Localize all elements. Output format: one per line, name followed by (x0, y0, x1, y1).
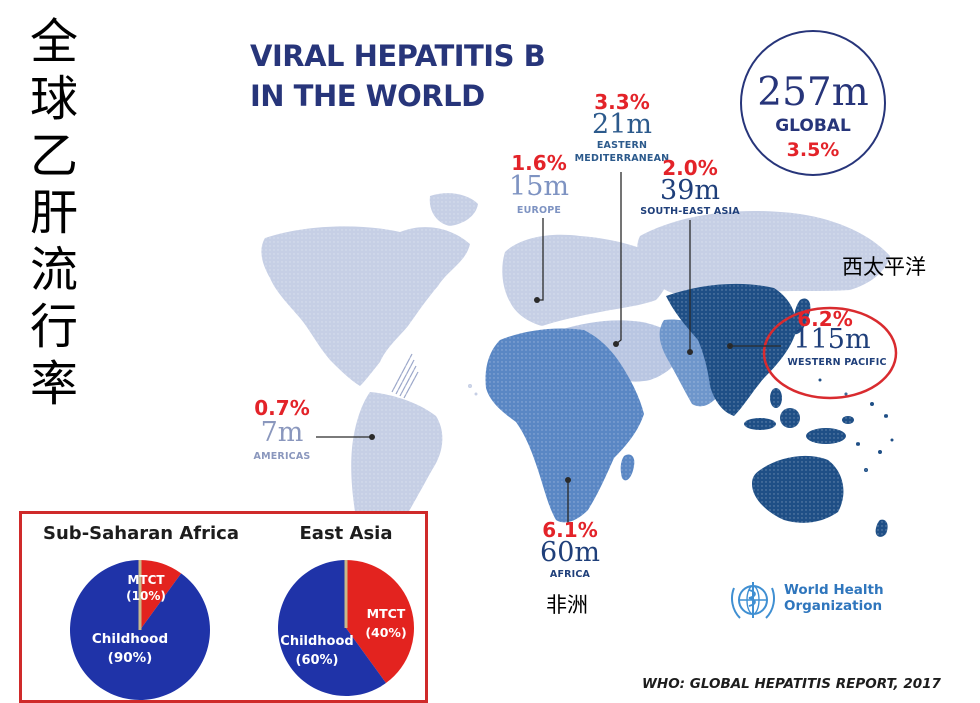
emro-name-2: MEDITERRANEAN (574, 153, 670, 164)
source-citation: WHO: GLOBAL HEPATITIS REPORT, 2017 (642, 676, 941, 692)
pie1-mtct-label: MTCT (40%) (356, 604, 416, 642)
africa-value: 60m (540, 537, 600, 568)
side-title-char: 率 (29, 356, 78, 412)
pie0-childhood-pct: (90%) (107, 650, 153, 666)
who-name-line: Organization (784, 598, 883, 614)
leader-dots (369, 297, 733, 483)
pie0-childhood-name: Childhood (91, 631, 169, 647)
who-name: World Health Organization (784, 582, 884, 614)
main-title-line: VIRAL HEPATITIS B (250, 39, 546, 73)
africa-pct: 6.1% (542, 518, 598, 542)
who-emblem-icon (731, 582, 775, 619)
who-name-line: World Health (784, 582, 884, 598)
global-label: GLOBAL (775, 116, 851, 136)
cn-label-africa: 非洲 (546, 593, 588, 617)
pie0-childhood-label: Childhood (90%) (80, 630, 180, 668)
side-title-char: 肝 (29, 185, 78, 241)
pie1-slice-childhood (278, 560, 386, 697)
pie-sub-saharan-africa (69, 560, 210, 700)
side-title-char: 球 (29, 71, 78, 127)
side-title-char: 行 (29, 299, 78, 355)
global-pct: 3.5% (786, 139, 840, 161)
pie0-slice-mtct (140, 560, 182, 630)
side-title-char: 全 (29, 14, 78, 70)
europe-value: 15m (509, 171, 569, 202)
americas-value: 7m (260, 417, 304, 448)
side-title: 全 球 乙 肝 流 行 率 (24, 14, 84, 413)
global-circle (740, 30, 886, 176)
europe-pct: 1.6% (511, 151, 567, 175)
pie0-mtct-name: MTCT (127, 573, 165, 587)
side-title-char: 流 (29, 242, 78, 298)
emro-value: 21m (592, 109, 652, 140)
searo-name: SOUTH-EAST ASIA (640, 206, 740, 217)
pie1-slice-mtct (346, 560, 414, 684)
cn-label-west-pacific: 西太平洋 (842, 255, 926, 279)
global-value: 257m (757, 70, 869, 115)
europe-name: EUROPE (516, 205, 562, 216)
pie0-mtct-label: MTCT (10%) (118, 572, 174, 604)
main-title-line: IN THE WORLD (250, 79, 485, 113)
pie-title-sub-saharan: Sub-Saharan Africa (43, 523, 239, 544)
emro-name: EASTERN (596, 140, 648, 151)
pie0-mtct-pct: (10%) (126, 589, 166, 603)
wpro-pct: 6.2% (797, 307, 853, 331)
americas-name: AMERICAS (253, 451, 311, 462)
pie1-childhood-name: Childhood (280, 634, 354, 649)
pie-title-east-asia: East Asia (299, 523, 393, 544)
africa-name: AFRICA (549, 569, 591, 580)
main-title: VIRAL HEPATITIS B IN THE WORLD (250, 36, 546, 116)
searo-pct: 2.0% (662, 156, 718, 180)
searo-value: 39m (660, 175, 720, 206)
western-pacific-highlight (762, 306, 898, 400)
wpro-value: 115m (793, 324, 871, 355)
americas-pct: 0.7% (254, 396, 310, 420)
pie1-mtct-name: MTCT (366, 606, 406, 621)
pie1-childhood-label: Childhood (60%) (272, 632, 362, 670)
pie1-mtct-pct: (40%) (365, 625, 407, 640)
pie1-childhood-pct: (60%) (295, 653, 339, 668)
side-title-char: 乙 (29, 128, 78, 184)
wpro-name: WESTERN PACIFIC (787, 357, 887, 368)
pie-east-asia (278, 560, 414, 697)
emro-pct: 3.3% (594, 90, 650, 114)
